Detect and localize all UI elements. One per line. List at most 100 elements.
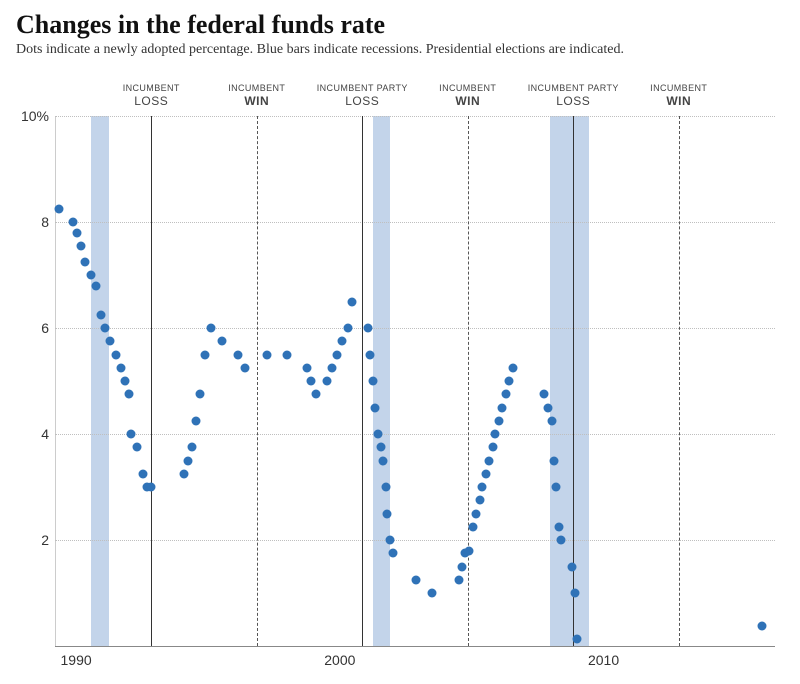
election-label-line2: WIN: [439, 95, 496, 108]
election-label-line1: INCUMBENT PARTY: [317, 84, 408, 94]
election-line: [257, 116, 258, 646]
page-title: Changes in the federal funds rate: [16, 10, 784, 40]
y-axis-line: [55, 116, 56, 646]
data-dot: [184, 456, 193, 465]
data-dot: [101, 324, 110, 333]
data-dot: [454, 575, 463, 584]
gridline: [55, 116, 775, 117]
data-dot: [97, 310, 106, 319]
data-dot: [465, 546, 474, 555]
data-dot: [508, 363, 517, 372]
election-label: INCUMBENTWIN: [650, 84, 707, 108]
gridline: [55, 222, 775, 223]
election-line: [362, 116, 363, 646]
gridline: [55, 434, 775, 435]
data-dot: [192, 416, 201, 425]
data-dot: [180, 469, 189, 478]
data-dot: [498, 403, 507, 412]
election-label-line1: INCUMBENT: [228, 84, 285, 94]
data-dot: [312, 390, 321, 399]
election-label-line2: WIN: [228, 95, 285, 108]
y-tick-label: 8: [41, 214, 49, 230]
data-dot: [458, 562, 467, 571]
gridline: [55, 540, 775, 541]
data-dot: [206, 324, 215, 333]
data-dot: [196, 390, 205, 399]
baseline: [55, 646, 775, 647]
y-tick-label: 2: [41, 532, 49, 548]
data-dot: [383, 509, 392, 518]
data-dot: [469, 522, 478, 531]
data-dot: [306, 377, 315, 386]
data-dot: [124, 390, 133, 399]
data-dot: [573, 635, 582, 644]
data-dot: [111, 350, 120, 359]
data-dot: [491, 430, 500, 439]
x-tick-label: 2000: [324, 652, 355, 668]
x-tick-label: 1990: [61, 652, 92, 668]
election-line: [468, 116, 469, 646]
y-tick-label: 6: [41, 320, 49, 336]
data-dot: [484, 456, 493, 465]
data-dot: [540, 390, 549, 399]
data-dot: [91, 281, 100, 290]
data-dot: [428, 589, 437, 598]
data-dot: [488, 443, 497, 452]
data-dot: [548, 416, 557, 425]
y-tick-label: 10%: [21, 108, 49, 124]
data-dot: [379, 456, 388, 465]
data-dot: [201, 350, 210, 359]
data-dot: [504, 377, 513, 386]
election-label: INCUMBENTLOSS: [123, 84, 180, 108]
data-dot: [549, 456, 558, 465]
election-label-line2: LOSS: [123, 95, 180, 108]
data-dot: [501, 390, 510, 399]
election-label-line2: LOSS: [528, 95, 619, 108]
election-label-line1: INCUMBENT: [439, 84, 496, 94]
data-dot: [544, 403, 553, 412]
data-dot: [482, 469, 491, 478]
data-dot: [234, 350, 243, 359]
data-dot: [554, 522, 563, 531]
data-dot: [471, 509, 480, 518]
data-dot: [86, 271, 95, 280]
data-dot: [757, 621, 766, 630]
data-dot: [376, 443, 385, 452]
x-tick-label: 2010: [588, 652, 619, 668]
data-dot: [366, 350, 375, 359]
data-dot: [116, 363, 125, 372]
election-label-line1: INCUMBENT: [650, 84, 707, 94]
data-dot: [322, 377, 331, 386]
election-label-line1: INCUMBENT: [123, 84, 180, 94]
fed-funds-chart: 246810%199020002010: [55, 116, 775, 646]
data-dot: [552, 483, 561, 492]
data-dot: [333, 350, 342, 359]
data-dot: [327, 363, 336, 372]
election-label: INCUMBENTWIN: [228, 84, 285, 108]
data-dot: [218, 337, 227, 346]
election-label: INCUMBENT PARTYLOSS: [528, 84, 619, 108]
data-dot: [54, 204, 63, 213]
data-dot: [263, 350, 272, 359]
data-dot: [127, 430, 136, 439]
recession-band: [91, 116, 109, 646]
data-dot: [240, 363, 249, 372]
data-dot: [368, 377, 377, 386]
election-line: [679, 116, 680, 646]
data-dot: [69, 218, 78, 227]
data-dot: [139, 469, 148, 478]
data-dot: [570, 589, 579, 598]
data-dot: [283, 350, 292, 359]
data-dot: [77, 241, 86, 250]
data-dot: [343, 324, 352, 333]
data-dot: [412, 575, 421, 584]
data-dot: [388, 549, 397, 558]
data-dot: [188, 443, 197, 452]
data-dot: [557, 536, 566, 545]
election-label-line2: LOSS: [317, 95, 408, 108]
election-label-line1: INCUMBENT PARTY: [528, 84, 619, 94]
data-dot: [106, 337, 115, 346]
data-dot: [495, 416, 504, 425]
data-dot: [73, 228, 82, 237]
data-dot: [132, 443, 141, 452]
